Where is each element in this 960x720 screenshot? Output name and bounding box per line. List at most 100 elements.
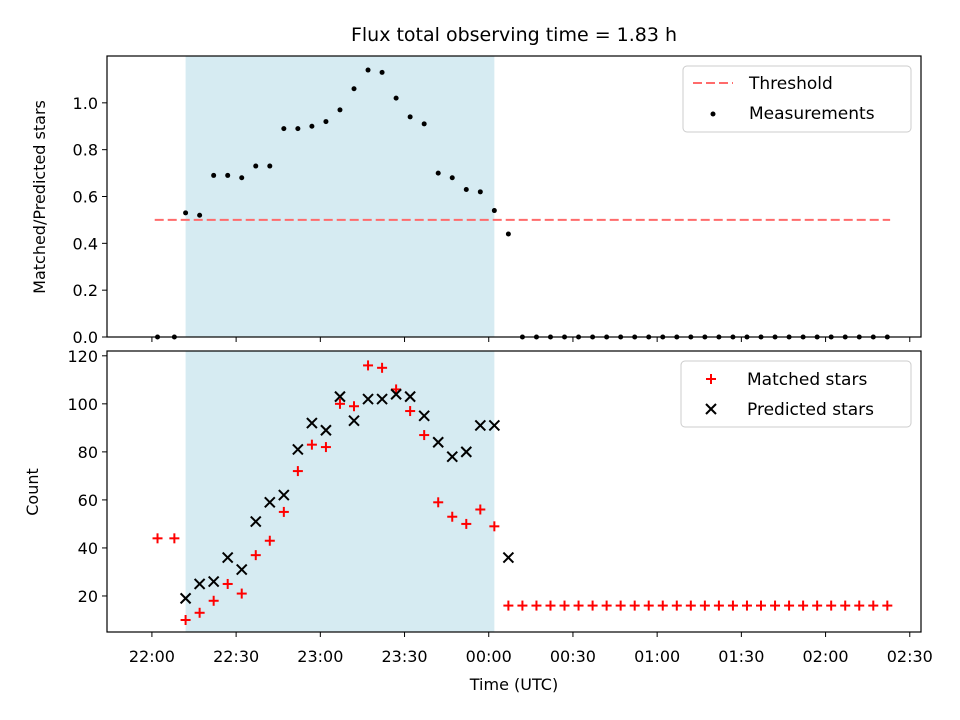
x-tick-label: 02:00 [803,647,849,666]
matched-star-point [208,595,219,606]
top-legend: Threshold Measurements [682,65,912,133]
matched-star-point [587,600,598,611]
predicted-star-point [418,410,430,422]
x-tick-label: 23:00 [297,647,343,666]
measurement-point [505,231,511,237]
matched-star-point [657,600,668,611]
matched-star-point [615,600,626,611]
predicted-star-point [460,446,472,458]
matched-star-point [236,588,247,599]
matched-star-point [643,600,654,611]
matched-star-point [152,533,163,544]
legend-matched-swatch [706,374,716,384]
predicted-star-point [207,575,220,588]
matched-star-point [713,600,724,611]
matched-star-point [222,578,233,589]
top-y-tick-label: 0.6 [73,188,98,207]
matched-star-point [798,600,809,611]
bottom-y-tick-label: 120 [67,347,98,366]
count-points [152,360,893,625]
matched-star-point [741,600,752,611]
matched-star-point [405,406,416,417]
matched-star-point [475,504,486,515]
x-tick-label: 22:30 [213,647,259,666]
bottom-axes-frame [106,350,922,633]
matched-star-point [699,600,710,611]
matched-star-point [489,521,500,532]
predicted-star-point [376,393,388,405]
top-y-tick-label: 0.4 [73,234,98,253]
x-tick-label: 02:30 [887,647,933,666]
predicted-star-point [306,417,318,429]
measurement-point [183,210,189,216]
matched-star-point [517,600,528,611]
x-tick-label: 23:30 [381,647,427,666]
matched-star-point [320,442,331,453]
predicted-star-point [179,592,192,605]
bottom-legend: Matched stars Predicted stars [680,360,912,428]
predicted-star-point [404,390,416,403]
x-tick-label: 01:30 [718,647,764,666]
matched-star-point [573,600,584,611]
bottom-ticks: 22:00 22:30 23:00 23:30 00:00 00:30 01:00 01:30… [67,347,932,666]
matched-star-point [545,600,556,611]
predicted-star-point [320,424,332,436]
matched-star-point [349,401,360,412]
predicted-star-point [292,443,304,456]
legend-measurements-swatch [710,111,716,117]
legend-threshold-label: Threshold [748,74,833,94]
matched-star-point [868,600,879,611]
matched-star-point [629,600,640,611]
top-y-axis-label: Matched/Predicted stars [30,100,49,294]
bottom-y-tick-label: 20 [78,587,98,606]
predicted-star-point [334,390,346,403]
predicted-star-point [362,393,374,405]
x-axis-label: Time (UTC) [469,675,558,694]
bottom-y-tick-label: 40 [78,539,98,558]
x-tick-label: 01:00 [634,647,680,666]
legend-matched-marker [706,374,716,384]
top-y-tick-label: 0.0 [73,328,98,347]
matched-star-point [461,518,472,529]
x-tick-label: 22:00 [129,647,175,666]
matched-star-point [278,506,289,517]
top-panel: 0.0 0.2 0.4 0.6 0.8 1.0 Matched/Predicted sta… [30,55,922,347]
top-axes-frame [106,55,922,338]
matched-star-point [433,497,444,508]
bottom-y-axis-label: Count [23,468,42,516]
matched-star-point [377,362,388,373]
predicted-star-point [502,551,515,564]
matched-star-point [882,600,893,611]
measurement-point [211,172,217,178]
predicted-star-point [236,563,248,576]
matched-star-point [419,430,430,441]
measurement-point [197,212,203,218]
predicted-star-point [446,450,458,463]
measurement-point [379,69,385,75]
matched-star-point [812,600,823,611]
legend-predicted-marker [705,403,717,415]
matched-star-point [391,384,402,395]
chart-title: Flux total observing time = 1.83 h [351,24,677,46]
legend-measurements-label: Measurements [749,104,875,124]
predicted-star-point [474,419,487,432]
matched-star-point [770,600,781,611]
top-legend-box [682,65,912,133]
measurement-point [407,114,413,120]
measurement-point [393,95,399,101]
measurement-point [267,163,273,169]
measurement-point [449,175,455,181]
x-tick-label: 00:30 [550,647,596,666]
measurement-point [365,67,371,73]
top-shaded-interval [185,56,495,337]
matched-star-point [685,600,696,611]
top-y-tick-label: 1.0 [73,94,98,113]
matched-star-point [363,360,374,371]
matched-star-point [826,600,837,611]
matched-star-point [503,600,514,611]
matched-star-point [671,600,682,611]
measurement-point [351,86,357,92]
matched-star-point [250,550,261,561]
measurement-point [309,123,315,129]
